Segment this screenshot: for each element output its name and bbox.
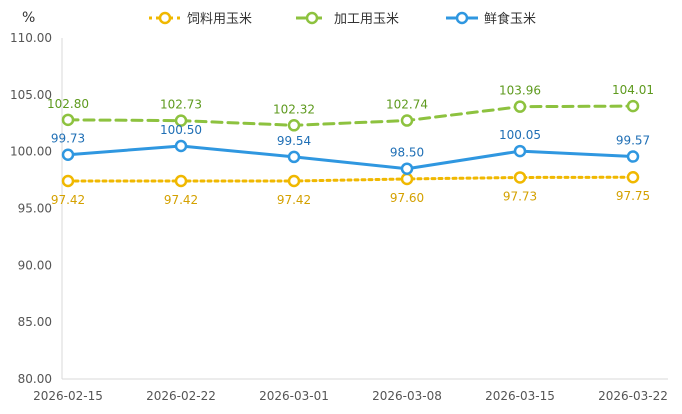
y-tick-label: 95.00	[18, 202, 52, 216]
data-point	[61, 113, 75, 127]
data-point	[287, 174, 301, 188]
y-tick-label: 105.00	[10, 88, 52, 102]
data-label: 100.50	[160, 123, 202, 137]
series-2	[61, 139, 640, 175]
data-label: 102.32	[273, 102, 315, 116]
data-label: 102.73	[160, 98, 202, 112]
data-label-layer: 97.42 97.42 97.42 97.60 97.73 97.75 102.80 102.…	[47, 83, 654, 207]
data-point	[174, 174, 188, 188]
data-label: 98.50	[390, 146, 424, 160]
y-tick-label: 80.00	[18, 372, 52, 386]
legend: 饲料用玉米 加工用玉米 鲜食玉米	[149, 11, 536, 27]
data-label: 99.54	[277, 134, 311, 148]
y-axis: 110.00 105.00 100.00 95.00 90.00 85.00 80.00	[10, 31, 63, 386]
legend-label: 鲜食玉米	[484, 11, 536, 27]
data-point	[174, 139, 188, 153]
series-layer	[61, 99, 640, 188]
data-point	[174, 114, 188, 127]
x-tick-label: 2026-03-01	[259, 389, 329, 403]
data-point	[61, 174, 75, 188]
data-point	[513, 144, 527, 158]
series-line	[66, 175, 635, 183]
data-point	[513, 100, 527, 113]
data-label: 97.42	[164, 193, 198, 207]
data-label: 97.42	[277, 193, 311, 207]
series-line	[66, 104, 635, 127]
legend-marker	[305, 11, 319, 25]
x-tick-label: 2026-02-22	[146, 389, 216, 403]
x-tick-label: 2026-03-08	[372, 389, 442, 403]
data-label: 104.01	[612, 83, 654, 97]
x-axis: 2026-02-15 2026-02-22 2026-03-01 2026-03-08…	[33, 378, 668, 403]
y-tick-label: 90.00	[18, 258, 52, 272]
data-label: 99.57	[616, 134, 650, 148]
data-point	[400, 162, 414, 175]
data-label: 99.73	[51, 132, 85, 146]
data-point	[287, 119, 301, 132]
y-unit-label: %	[22, 10, 35, 26]
data-label: 97.60	[390, 191, 424, 205]
data-label: 97.75	[616, 189, 650, 203]
y-tick-label: 110.00	[10, 31, 52, 45]
y-tick-label: 100.00	[10, 145, 52, 159]
data-point	[400, 114, 414, 127]
data-point	[626, 170, 640, 184]
y-tick-label: 85.00	[18, 315, 52, 329]
legend-item: 饲料用玉米	[149, 11, 252, 27]
data-point	[513, 171, 527, 184]
data-label: 100.05	[499, 128, 541, 142]
data-point	[400, 172, 414, 186]
data-point	[287, 150, 301, 164]
x-tick-label: 2026-03-22	[598, 389, 668, 403]
legend-label: 加工用玉米	[334, 12, 399, 27]
data-label: 103.96	[499, 84, 541, 98]
legend-marker	[158, 11, 172, 25]
data-point	[626, 150, 640, 163]
series-0	[61, 170, 640, 188]
data-label: 102.80	[47, 97, 89, 111]
legend-item: 鲜食玉米	[446, 11, 536, 27]
data-label: 102.74	[386, 98, 428, 112]
x-tick-label: 2026-03-15	[485, 389, 555, 403]
data-label: 97.73	[503, 189, 537, 203]
series-line	[66, 144, 635, 171]
legend-item: 加工用玉米	[296, 11, 399, 27]
data-point	[626, 99, 640, 113]
legend-marker	[455, 11, 469, 25]
data-label: 97.42	[51, 193, 85, 207]
legend-label: 饲料用玉米	[187, 12, 252, 27]
x-tick-label: 2026-02-15	[33, 389, 103, 403]
series-1	[61, 99, 640, 132]
data-point	[61, 148, 75, 161]
